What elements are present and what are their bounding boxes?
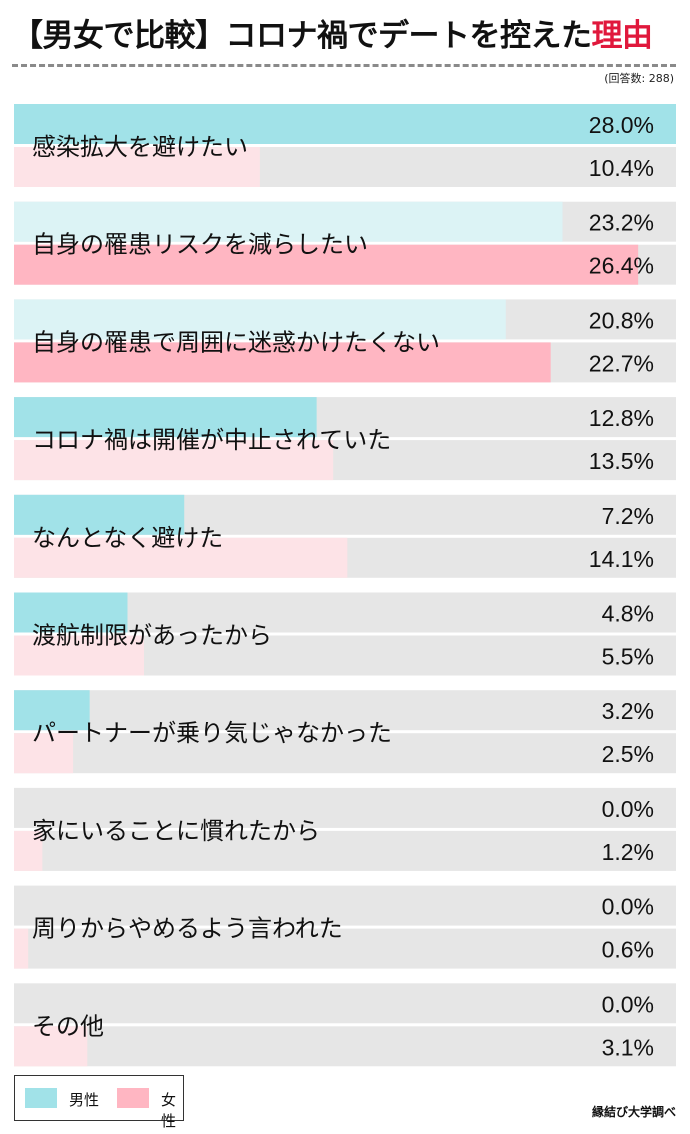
legend-swatch-female [117, 1088, 149, 1108]
value-label-female: 14.1% [589, 546, 654, 572]
category-label: その他 [32, 1012, 104, 1040]
bar-female [14, 928, 29, 969]
bar-female [14, 537, 348, 578]
category-label: 家にいることに慣れたから [32, 817, 320, 845]
bar-male [14, 299, 506, 340]
chart-title: 【男女で比較】コロナ禍でデートを控えた理由 [12, 10, 682, 56]
category-label: コロナ禍は開催が中止されていた [32, 426, 391, 454]
bar-male [14, 201, 563, 242]
value-label-female: 2.5% [602, 741, 654, 767]
bar-female [14, 440, 334, 481]
value-label-male: 7.2% [602, 503, 654, 529]
value-label-female: 5.5% [602, 644, 654, 670]
bar-female [14, 342, 551, 383]
bar-track [14, 885, 676, 926]
bar-track [14, 787, 676, 828]
bar-track [14, 928, 676, 969]
category-label: 渡航制限があったから [32, 622, 272, 650]
bar-female [14, 147, 260, 187]
title-highlight: 理由 [591, 18, 654, 54]
value-label-male: 28.0% [589, 112, 654, 138]
bar-male [14, 690, 90, 731]
bar-track [14, 690, 676, 731]
bar-track [14, 983, 676, 1024]
respondent-count: (回答数: 288) [604, 72, 674, 85]
bar-female [14, 830, 43, 871]
legend-label-male: 男性 [69, 1091, 100, 1109]
legend-swatch-male [25, 1088, 57, 1108]
category-label: 周りからやめるよう言われた [32, 915, 343, 943]
bar-track [14, 830, 676, 871]
bar-male [14, 494, 185, 535]
value-label-male: 0.0% [602, 991, 654, 1017]
bar-track [14, 1026, 676, 1067]
category-label: パートナーが乗り気じゃなかった [32, 719, 392, 747]
value-label-male: 3.2% [602, 698, 654, 724]
legend-label-female: 女性 [161, 1091, 177, 1130]
category-label: なんとなく避けた [32, 524, 223, 552]
category-label: 感染拡大を避けたい [32, 133, 248, 161]
title-main: 【男女で比較】コロナ禍でデートを控えた [12, 18, 592, 54]
value-label-female: 10.4% [589, 155, 654, 181]
source-credit: 縁結び大学調べ [591, 1105, 676, 1119]
value-label-female: 22.7% [589, 350, 654, 376]
value-label-male: 12.8% [589, 405, 654, 431]
bar-male [14, 104, 676, 144]
category-label: 自身の罹患で周囲に迷惑かけたくない [32, 328, 440, 356]
category-label: 自身の罹患リスクを減らしたい [32, 231, 368, 259]
value-label-female: 13.5% [589, 448, 654, 474]
value-label-female: 3.1% [602, 1034, 654, 1060]
value-label-male: 23.2% [589, 210, 654, 236]
bar-male [14, 397, 317, 438]
bar-female [14, 1026, 88, 1067]
bar-female [14, 635, 145, 676]
bar-female [14, 733, 74, 774]
bar-male [14, 592, 128, 633]
bar-female [14, 244, 639, 285]
value-label-female: 26.4% [589, 253, 654, 279]
legend: 男性 女性 [14, 1075, 184, 1130]
value-label-male: 0.0% [602, 894, 654, 920]
value-label-female: 1.2% [602, 839, 654, 865]
value-label-female: 0.6% [602, 937, 654, 963]
bar-track [14, 733, 676, 774]
value-label-male: 0.0% [602, 796, 654, 822]
value-label-male: 4.8% [602, 601, 654, 627]
value-label-male: 20.8% [589, 307, 654, 333]
title-divider [12, 64, 676, 67]
